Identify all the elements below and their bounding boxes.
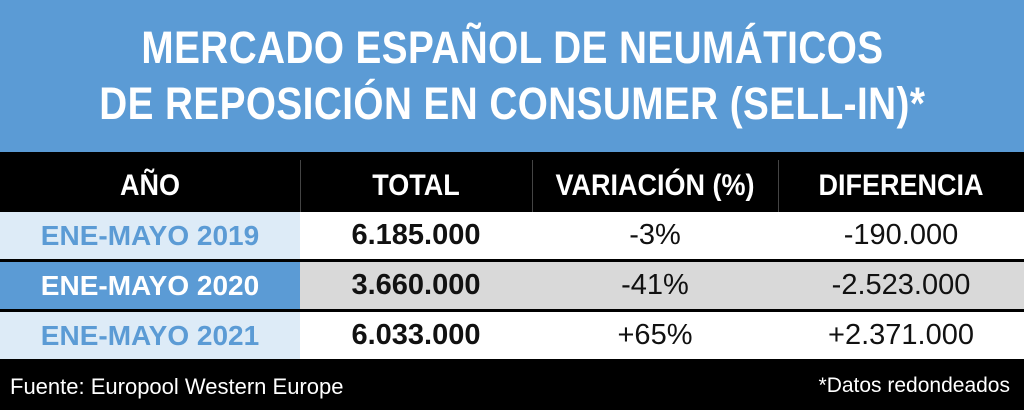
- table-row: ENE-MAYO 2021 6.033.000 +65% +2.371.000: [0, 312, 1024, 359]
- header-divider: [778, 160, 779, 212]
- variation-cell: -41%: [532, 262, 778, 309]
- table-row: ENE-MAYO 2020 3.660.000 -41% -2.523.000: [0, 262, 1024, 309]
- header-variation: VARIACIÓN (%): [555, 169, 755, 202]
- year-cell: ENE-MAYO 2020: [0, 262, 300, 309]
- title-line-1: MERCADO ESPAÑOL DE NEUMÁTICOS: [140, 22, 884, 73]
- year-cell: ENE-MAYO 2019: [0, 212, 300, 259]
- variation-cell: -3%: [532, 212, 778, 259]
- header-difference: DIFERENCIA: [818, 169, 984, 202]
- year-cell: ENE-MAYO 2021: [0, 312, 300, 359]
- header-total: TOTAL: [372, 169, 460, 202]
- difference-cell: -190.000: [778, 212, 1024, 259]
- source-text: Fuente: Europool Western Europe: [10, 374, 344, 399]
- variation-cell: +65%: [532, 312, 778, 359]
- title-line-2: DE REPOSICIÓN EN CONSUMER (SELL-IN)*: [98, 78, 926, 129]
- table-body: ENE-MAYO 2019 6.185.000 -3% -190.000 ENE…: [0, 212, 1024, 362]
- footnote: *Datos redondeados: [818, 374, 1010, 397]
- header-year: AÑO: [119, 169, 180, 202]
- total-cell: 3.660.000: [300, 262, 532, 309]
- header-divider: [300, 160, 301, 212]
- table-header: AÑO TOTAL VARIACIÓN (%) DIFERENCIA: [0, 160, 1024, 212]
- difference-cell: +2.371.000: [778, 312, 1024, 359]
- total-cell: 6.033.000: [300, 312, 532, 359]
- footer: Fuente: Europool Western Europe *Datos r…: [0, 364, 1024, 410]
- header-divider: [532, 160, 533, 212]
- total-cell: 6.185.000: [300, 212, 532, 259]
- table-row: ENE-MAYO 2019 6.185.000 -3% -190.000: [0, 212, 1024, 259]
- difference-cell: -2.523.000: [778, 262, 1024, 309]
- title-banner: MERCADO ESPAÑOL DE NEUMÁTICOS DE REPOSIC…: [0, 0, 1024, 152]
